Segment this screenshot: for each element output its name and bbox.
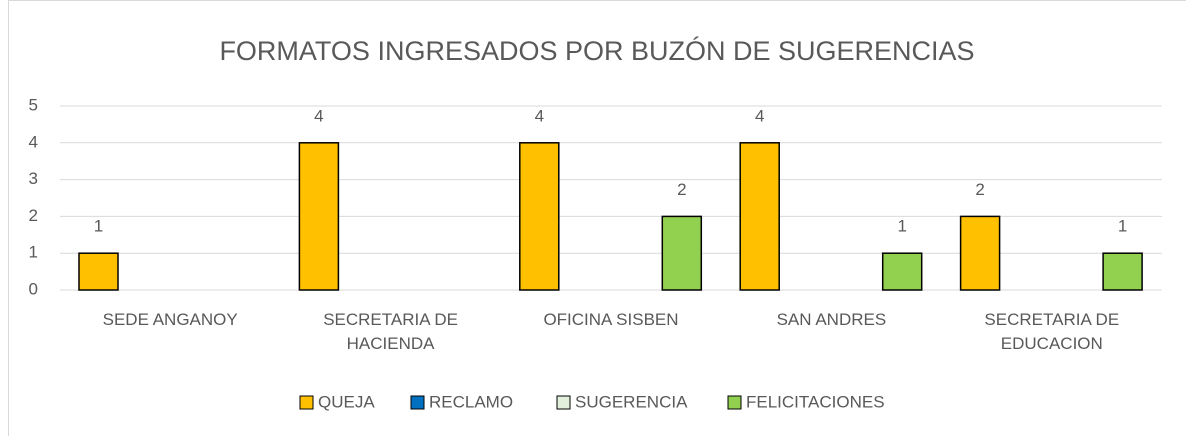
- x-tick-label: SAN ANDRES: [776, 310, 887, 329]
- bar: [959, 215, 1001, 291]
- legend-label: FELICITACIONES: [746, 392, 885, 411]
- y-tick-label: 5: [29, 95, 38, 114]
- data-label: 2: [975, 180, 984, 199]
- data-label: 2: [677, 180, 686, 199]
- chart-title: FORMATOS INGRESADOS POR BUZÓN DE SUGEREN…: [219, 35, 974, 66]
- legend-marker: [410, 395, 425, 410]
- legend-marker: [299, 395, 314, 410]
- bar: [739, 142, 780, 291]
- x-tick-label: OFICINA SISBEN: [543, 310, 679, 329]
- bar: [881, 252, 923, 291]
- legend-label: QUEJA: [318, 392, 375, 411]
- bar: [78, 252, 119, 291]
- x-tick-label: SEDE ANGANOY: [102, 310, 238, 329]
- x-tick-label: SECRETARIA DE EDUCACION: [984, 310, 1120, 353]
- bar: [519, 142, 560, 291]
- bar: [661, 215, 703, 291]
- y-tick-label: 2: [29, 206, 38, 225]
- y-tick-label: 1: [29, 243, 38, 262]
- y-tick-label: 0: [29, 279, 38, 298]
- legend-marker: [556, 395, 571, 410]
- bar: [298, 142, 340, 291]
- data-label: 1: [94, 217, 103, 236]
- data-label: 4: [755, 106, 764, 125]
- chart-border: [8, 0, 1186, 436]
- legend-label: SUGERENCIA: [575, 392, 688, 411]
- legend-label: RECLAMO: [429, 392, 513, 411]
- x-tick-label: SECRETARIA DE HACIENDA: [323, 310, 458, 353]
- bar: [1102, 252, 1143, 291]
- data-label: 4: [535, 106, 544, 125]
- y-tick-label: 3: [29, 169, 38, 188]
- data-label: 1: [897, 217, 906, 236]
- legend-marker: [727, 395, 742, 410]
- data-label: 1: [1118, 217, 1127, 236]
- data-label: 4: [314, 106, 323, 125]
- y-tick-label: 4: [29, 132, 38, 151]
